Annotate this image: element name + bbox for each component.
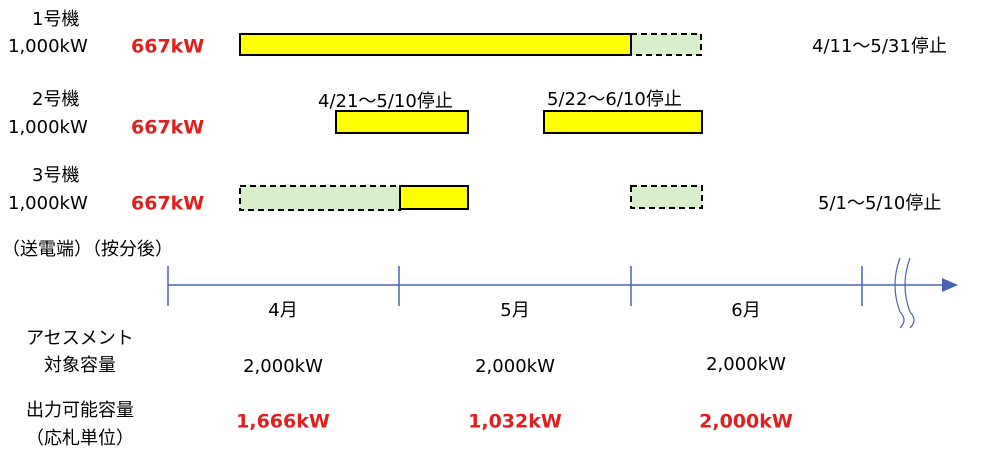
- unit-allocated: 667kW: [131, 193, 204, 215]
- output-value: 1,032kW: [468, 411, 562, 433]
- run-bar: [399, 185, 469, 210]
- output-value: 2,000kW: [699, 411, 793, 433]
- footnote: （送電端）（按分後）: [2, 239, 173, 260]
- axis-arrow: [942, 278, 958, 292]
- run-bar: [335, 110, 469, 134]
- unit-name: 1号機: [32, 9, 79, 30]
- unit-capacity: 1,000kW: [8, 193, 88, 214]
- unit-allocated: 667kW: [131, 36, 204, 58]
- stop-note: 5/22～6/10停止: [547, 89, 682, 110]
- unit-capacity: 1,000kW: [8, 117, 88, 138]
- output-value: 1,666kW: [236, 411, 330, 433]
- row-label: 対象容量: [44, 355, 116, 376]
- run-bar: [543, 110, 703, 134]
- stop-note: 4/21～5/10停止: [318, 91, 453, 112]
- unit-name: 2号機: [32, 89, 79, 110]
- stop-bar: [239, 185, 401, 211]
- stop-bar: [630, 185, 703, 209]
- run-bar: [239, 33, 632, 56]
- month-label: 6月: [731, 300, 760, 321]
- stop-bar: [630, 33, 702, 56]
- unit-allocated: 667kW: [131, 117, 204, 139]
- stop-note: 5/1～5/10停止: [818, 193, 941, 214]
- time-axis: [167, 266, 945, 306]
- row-label: アセスメント: [26, 328, 134, 349]
- capacity-value: 2,000kW: [706, 354, 786, 375]
- row-label: 出力可能容量: [26, 400, 134, 421]
- axis-break: [894, 257, 915, 329]
- month-label: 4月: [268, 300, 297, 321]
- row-label: （応札単位）: [26, 428, 134, 449]
- unit-capacity: 1,000kW: [8, 36, 88, 57]
- stop-note: 4/11～5/31停止: [812, 36, 947, 57]
- capacity-value: 2,000kW: [475, 356, 555, 377]
- month-label: 5月: [500, 300, 529, 321]
- capacity-value: 2,000kW: [243, 356, 323, 377]
- unit-name: 3号機: [32, 165, 79, 186]
